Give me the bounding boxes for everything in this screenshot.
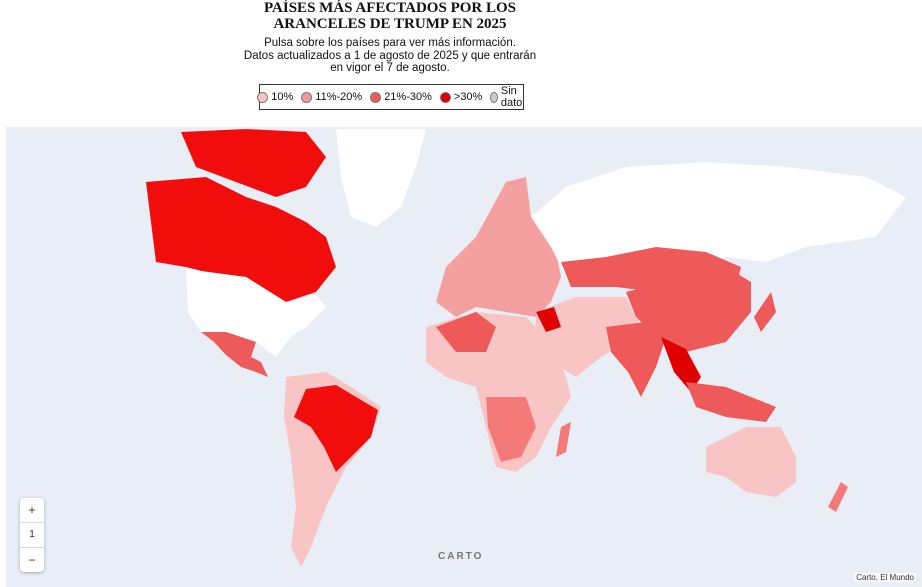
legend-swatch [490, 91, 498, 103]
legend-label: 10% [271, 91, 294, 103]
country [181, 129, 326, 197]
subtitle-line: en vigor el 7 de agosto. [330, 62, 450, 74]
country [536, 297, 641, 377]
zoom-out[interactable]: − [28, 553, 36, 567]
country [661, 337, 701, 392]
title-line: PAÍSES MÁS AFECTADOS POR LOS [264, 0, 516, 16]
legend-swatch [370, 91, 382, 103]
legend-swatch [439, 91, 451, 103]
country [201, 332, 268, 377]
legend-swatch [257, 91, 269, 103]
legend-item[interactable]: >30% [439, 91, 483, 103]
legend-item[interactable]: Sin dato [490, 85, 525, 109]
subtitle-line: Pulsa sobre los países para ver más info… [264, 37, 516, 49]
legend-swatch [301, 91, 313, 103]
country [706, 427, 796, 497]
legend-label: >30% [453, 91, 483, 103]
zoom-control: + 1 − [20, 498, 44, 572]
country [294, 385, 378, 472]
title: PAÍSES MÁS AFECTADOS POR LOS ARANCELES D… [0, 0, 780, 32]
title-line: ARANCELES DE TRUMP EN 2025 [273, 16, 507, 32]
attribution: Carto, El Mundo [854, 573, 916, 582]
legend-label: 11%-20% [315, 91, 363, 103]
country [606, 322, 666, 397]
legend-label: Sin dato [500, 85, 523, 109]
country [486, 397, 536, 462]
zoom-in[interactable]: + [28, 503, 36, 517]
country [828, 482, 848, 512]
subtitle-line: Datos actualizados a 1 de agosto de 2025… [243, 49, 537, 62]
country [556, 422, 571, 457]
legend-item[interactable]: 10% [257, 91, 293, 103]
country [536, 307, 561, 332]
map[interactable] [6, 127, 922, 587]
subtitle: Pulsa sobre los países para ver más info… [0, 37, 780, 75]
country [436, 177, 561, 317]
logo: CARTO [438, 551, 484, 562]
legend-label: 21%-30% [384, 91, 432, 103]
legend: 10% 11%-20% 21%-30% >30% Sin dato [257, 84, 525, 110]
country [146, 177, 336, 302]
zoom-level: 1 [20, 522, 44, 548]
country [436, 312, 496, 352]
legend-item[interactable]: 11%-20% [301, 91, 362, 103]
legend-item[interactable]: 21%-30% [370, 91, 432, 103]
country [754, 292, 776, 332]
country [186, 269, 326, 357]
country [686, 382, 776, 422]
land [336, 129, 426, 227]
